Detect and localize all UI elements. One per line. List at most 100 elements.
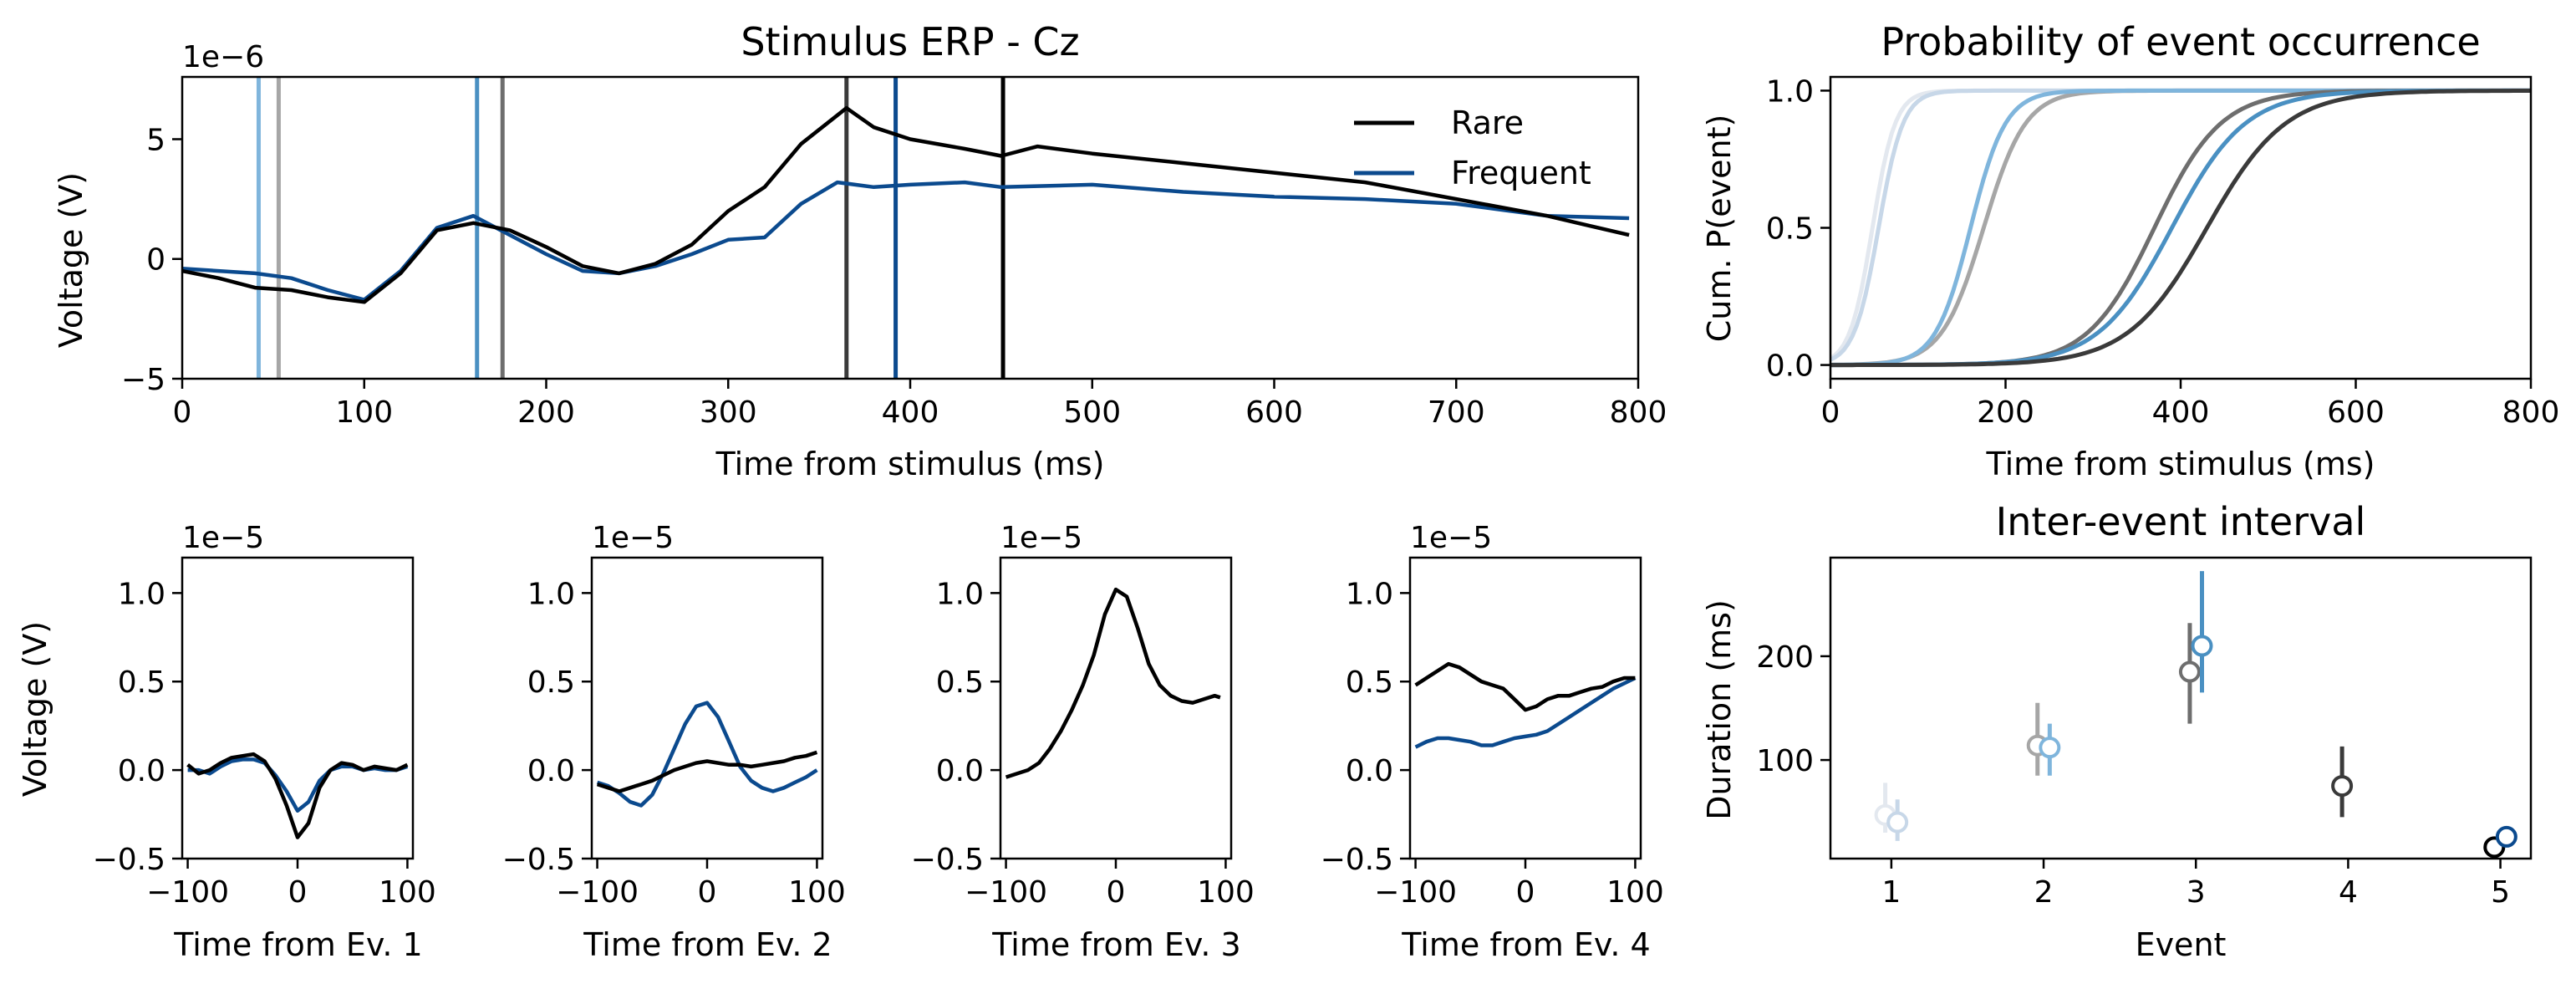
y-tick-label: 0.5 [1346, 665, 1393, 700]
x-tick-label: 0 [1516, 875, 1535, 910]
interval-point [2331, 775, 2354, 798]
x-tick-label: 400 [882, 395, 939, 430]
y-tick-label: −0.5 [502, 843, 575, 877]
x-tick-label: 800 [1610, 395, 1667, 430]
ev4-xlabel: Time from Ev. 4 [1401, 926, 1650, 963]
cum-curve-6 [1830, 88, 2531, 368]
y-tick-label: 200 [1756, 640, 1814, 675]
iei-ylabel: Duration (ms) [1701, 599, 1738, 820]
cum-xlabel: Time from stimulus (ms) [1986, 446, 2375, 482]
x-tick-label: 0 [1107, 875, 1126, 910]
x-tick-label: 400 [2152, 395, 2210, 430]
y-tick-label: 0.5 [527, 665, 575, 700]
x-tick-label: 600 [1245, 395, 1303, 430]
cumulative-probability-panel: Probability of event occurrence Time fro… [1701, 19, 2481, 482]
series-line-frequent [182, 180, 1630, 302]
ev4-plot-area [1414, 661, 1637, 749]
series-line-rare [1005, 587, 1221, 779]
ev3-plot-area [1005, 587, 1221, 779]
erp-title: Stimulus ERP - Cz [741, 19, 1079, 64]
iei-frame [1829, 556, 2533, 860]
ev1-axes: −100 0 100 −0.5 0.0 0.5 1.0 [93, 556, 436, 910]
iei-axes: 1 2 3 4 5 100 200 [1756, 556, 2533, 910]
ev2-xlabel: Time from Ev. 2 [583, 926, 832, 963]
erp-legend: Rare Frequent [1354, 105, 1591, 191]
y-tick-label: 0.0 [936, 754, 984, 788]
iei-plot-area [1874, 571, 2517, 859]
ev1-y-scale-label: 1e−5 [182, 521, 264, 555]
x-tick-label: 700 [1428, 395, 1485, 430]
y-tick-label: 0.5 [1766, 212, 1814, 247]
ev2-frame [590, 556, 824, 860]
interval-point [2495, 825, 2517, 848]
series-line-rare [596, 750, 818, 793]
x-tick-label: 100 [335, 395, 393, 430]
x-tick-label: 3 [2187, 875, 2206, 910]
ev1-xlabel: Time from Ev. 1 [173, 926, 422, 963]
x-tick-label: 100 [1606, 875, 1664, 910]
series-line-rare [1414, 661, 1636, 712]
x-tick-label: 0 [1821, 395, 1840, 430]
event-1-panel: 1e−5 Time from Ev. 1 Voltage (V) [17, 521, 423, 963]
iei-xlabel: Event [2136, 926, 2227, 963]
cum-ylabel: Cum. P(event) [1701, 115, 1738, 343]
y-tick-label: 0.0 [118, 754, 165, 788]
interval-point [2191, 635, 2213, 657]
x-tick-label: 4 [2339, 875, 2358, 910]
y-tick-label: 0.0 [1346, 754, 1393, 788]
cum-frame [1829, 75, 2533, 380]
x-tick-label: 0 [698, 875, 717, 910]
inter-event-interval-panel: Inter-event interval Event Duration (ms) [1701, 499, 2365, 963]
series-line-rare [182, 105, 1630, 304]
ev3-y-scale-label: 1e−5 [1000, 521, 1082, 555]
ev1-frame [181, 556, 415, 860]
y-tick-label: 0.5 [118, 665, 165, 700]
ev3-xlabel: Time from Ev. 3 [991, 926, 1240, 963]
series-line-frequent [596, 701, 818, 808]
y-tick-label: 100 [1756, 744, 1814, 778]
x-tick-label: 200 [517, 395, 575, 430]
cum-axes: 0 200 400 600 800 0.0 0.5 1.0 [1766, 74, 2560, 430]
x-tick-label: −100 [146, 875, 229, 910]
cum-curve-2 [1830, 88, 2531, 362]
x-tick-label: −100 [1374, 875, 1457, 910]
erp-panel: Stimulus ERP - Cz 1e−6 Time from stimulu… [53, 19, 1591, 482]
y-tick-label: 1.0 [936, 577, 984, 611]
y-tick-label: −0.5 [1321, 843, 1393, 877]
x-tick-label: 300 [700, 395, 757, 430]
cum-curve-5 [1830, 88, 2531, 368]
legend-label-rare: Rare [1451, 105, 1524, 141]
interval-point [2178, 660, 2201, 683]
y-tick-label: −5 [121, 363, 165, 397]
ev4-y-scale-label: 1e−5 [1410, 521, 1492, 555]
iei-title: Inter-event interval [1996, 499, 2366, 544]
erp-y-scale-label: 1e−6 [182, 40, 264, 74]
interval-point [1886, 811, 1909, 834]
x-tick-label: 1 [1881, 875, 1901, 910]
y-tick-label: −0.5 [93, 843, 165, 877]
event-3-panel: 1e−5 Time from Ev. 3 [991, 521, 1240, 963]
y-tick-label: 1.0 [1346, 577, 1393, 611]
erp-plot-area [182, 77, 1630, 379]
y-tick-label: 1.0 [527, 577, 575, 611]
y-tick-label: 0.5 [936, 665, 984, 700]
series-line-frequent [1414, 676, 1637, 749]
y-tick-label: 0.0 [1766, 349, 1814, 384]
interval-point [2039, 737, 2061, 759]
x-tick-label: 2 [2034, 875, 2054, 910]
ev1-ylabel: Voltage (V) [17, 621, 53, 797]
ev4-axes: −100 0 100 −0.5 0.0 0.5 1.0 [1321, 556, 1664, 910]
erp-xlabel: Time from stimulus (ms) [715, 446, 1105, 482]
cum-plot-area [1830, 88, 2531, 368]
x-tick-label: 5 [2491, 875, 2510, 910]
series-line-rare [186, 752, 409, 839]
y-tick-label: 0.0 [527, 754, 575, 788]
erp-frame [181, 75, 1640, 380]
event-2-panel: 1e−5 Time from Ev. 2 [583, 521, 832, 963]
ev2-plot-area [596, 701, 818, 808]
ev1-plot-area [186, 752, 409, 839]
erp-axes: 0 100 200 300 400 500 600 700 800−505 [121, 75, 1667, 430]
y-tick-label: 1.0 [1766, 74, 1814, 109]
cum-title: Probability of event occurrence [1881, 19, 2480, 64]
y-tick-label: 0 [146, 243, 165, 278]
